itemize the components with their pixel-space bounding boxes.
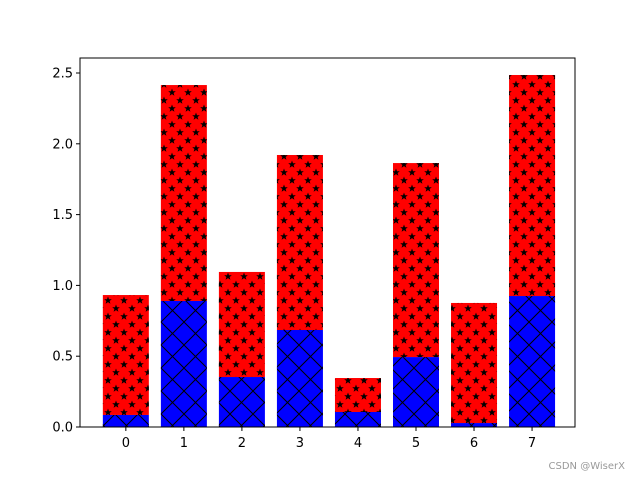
watermark: CSDN @WiserX <box>549 461 626 472</box>
bar <box>160 300 207 427</box>
bar <box>276 330 323 427</box>
y-tick-label: 1.0 <box>52 279 73 294</box>
bar-hatch <box>451 423 498 427</box>
bar-hatch <box>392 357 439 427</box>
bar-hatch <box>509 296 556 427</box>
y-tick-label: 0.0 <box>52 421 73 436</box>
x-tick-label: 3 <box>296 436 304 451</box>
y-tick-label: 1.5 <box>52 208 73 223</box>
x-tick-label: 2 <box>238 436 246 451</box>
y-tick-label: 2.0 <box>52 137 73 152</box>
bar <box>451 423 498 427</box>
y-tick-label: 2.5 <box>52 67 73 82</box>
bar <box>451 302 498 424</box>
bar-hatch <box>102 295 149 415</box>
bar <box>509 74 556 297</box>
bar-hatch <box>276 330 323 427</box>
x-tick-label: 4 <box>354 436 362 451</box>
x-tick-label: 0 <box>122 436 130 451</box>
bar-hatch <box>334 378 381 412</box>
x-tick-label: 7 <box>528 436 536 451</box>
bar-hatch <box>160 85 207 301</box>
bar <box>392 163 439 358</box>
bar-hatch <box>276 154 323 331</box>
bar-hatch <box>160 300 207 427</box>
x-tick-label: 1 <box>180 436 188 451</box>
bar <box>392 357 439 427</box>
bar <box>102 295 149 415</box>
bar-hatch <box>102 414 149 427</box>
bar <box>218 377 265 427</box>
axes-frame <box>79 57 576 428</box>
bar-hatch <box>509 74 556 297</box>
bar <box>218 271 265 378</box>
bar <box>334 411 381 427</box>
bar <box>334 378 381 412</box>
bar <box>102 414 149 427</box>
bar-hatch <box>451 302 498 424</box>
y-tick-label: 0.5 <box>52 350 73 365</box>
bar-hatch <box>334 411 381 427</box>
bar <box>509 296 556 427</box>
bar-hatch <box>218 377 265 427</box>
bar <box>160 85 207 301</box>
bar <box>276 154 323 331</box>
bar-hatch <box>218 271 265 378</box>
x-tick-label: 6 <box>470 436 478 451</box>
bar-hatch <box>392 163 439 358</box>
x-tick-label: 5 <box>412 436 420 451</box>
